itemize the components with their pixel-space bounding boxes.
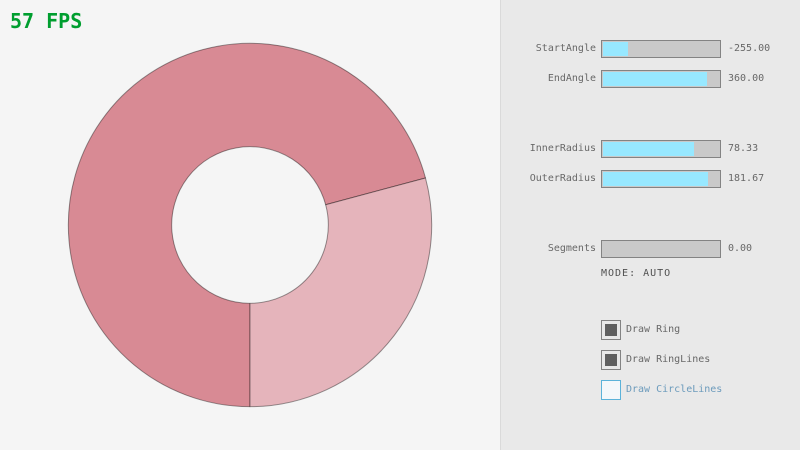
start-angle-slider[interactable] <box>601 40 721 58</box>
start-angle-slider-fill <box>603 42 629 56</box>
segments-label: Segments <box>547 243 596 254</box>
end-angle-slider[interactable] <box>601 70 721 88</box>
draw-ring-checkbox-label: Draw Ring <box>626 324 681 335</box>
end-angle-slider-fill <box>603 72 708 86</box>
inner-radius-label: InnerRadius <box>529 143 596 154</box>
outer-radius-label: OuterRadius <box>529 173 596 184</box>
ring-single-sector <box>249 177 433 408</box>
outer-radius-slider-fill <box>603 172 709 186</box>
fps-counter: 57 FPS <box>10 9 83 33</box>
draw-ring-lines-checkbox-label: Draw RingLines <box>626 354 711 365</box>
draw-circle-lines-checkbox-label: Draw CircleLines <box>626 384 723 395</box>
draw-ring-lines-checkbox[interactable] <box>601 350 621 370</box>
mode-text: MODE: AUTO <box>601 268 672 279</box>
inner-radius-slider-fill <box>603 142 694 156</box>
outer-radius-slider[interactable] <box>601 170 721 188</box>
outer-radius-value: 181.67 <box>728 173 765 184</box>
checkbox-check-mark <box>605 324 617 336</box>
inner-radius-slider[interactable] <box>601 140 721 158</box>
ring-overlap-sector <box>67 42 427 408</box>
segments-slider[interactable] <box>601 240 721 258</box>
start-angle-label: StartAngle <box>535 43 596 54</box>
end-angle-value: 360.00 <box>728 73 765 84</box>
draw-ring-checkbox[interactable] <box>601 320 621 340</box>
inner-radius-value: 78.33 <box>728 143 759 154</box>
checkbox-check-mark <box>605 354 617 366</box>
controls-panel: StartAngle -255.00 EndAngle 360.00 Inner… <box>500 0 800 450</box>
segments-value: 0.00 <box>728 243 753 254</box>
draw-circle-lines-checkbox[interactable] <box>601 380 621 400</box>
end-angle-label: EndAngle <box>547 73 596 84</box>
start-angle-value: -255.00 <box>728 43 771 54</box>
